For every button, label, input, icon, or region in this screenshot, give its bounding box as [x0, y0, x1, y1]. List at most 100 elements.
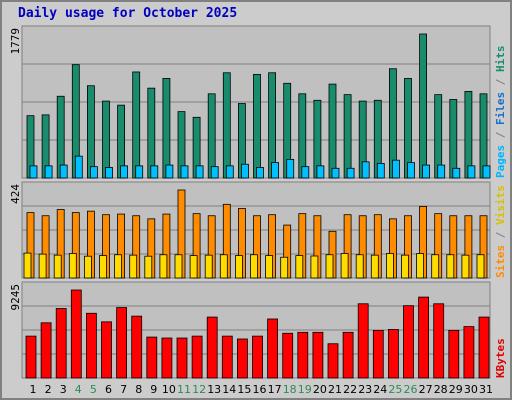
x-tick-label: 16: [253, 383, 267, 396]
x-tick-label: 5: [90, 383, 97, 396]
bar-sites: [370, 254, 379, 279]
x-tick-label: 28: [434, 383, 448, 396]
bar-kbytes: [282, 332, 294, 379]
bar-hits: [298, 93, 307, 179]
legend-label: KBytes: [494, 338, 507, 378]
legend-label: Sites: [494, 245, 507, 278]
bar-hits: [343, 94, 352, 179]
bar-pages: [225, 165, 234, 179]
bar-sites: [401, 254, 409, 279]
bar-kbytes: [463, 326, 475, 379]
bar-sites: [431, 254, 440, 279]
bar-kbytes: [433, 303, 445, 379]
x-tick-label: 25: [388, 383, 402, 396]
bar-kbytes: [342, 331, 354, 379]
bar-pages: [120, 165, 128, 179]
bar-sites: [114, 254, 122, 279]
bar-sites: [461, 254, 470, 279]
bar-kbytes: [387, 329, 399, 379]
bar-pages: [437, 164, 446, 179]
x-tick-label: 19: [298, 383, 312, 396]
bar-sites: [159, 254, 168, 279]
bar-kbytes: [70, 289, 82, 379]
bar-kbytes: [146, 336, 158, 379]
bar-pages: [316, 165, 325, 179]
x-tick-label: 26: [404, 383, 418, 396]
bar-sites: [129, 254, 138, 279]
bar-pages: [180, 165, 189, 179]
bar-pages: [210, 166, 219, 179]
x-tick-label: 8: [135, 383, 142, 396]
legend-label: Hits: [494, 46, 507, 73]
bar-sites: [23, 252, 32, 279]
bar-kbytes: [206, 316, 218, 379]
bar-pages: [256, 167, 264, 179]
bar-sites: [325, 254, 334, 279]
bar-sites: [84, 255, 92, 279]
bar-hits: [253, 73, 261, 179]
bar-pages: [407, 162, 415, 179]
y-max-label: 1779: [9, 28, 22, 55]
x-tick-label: 12: [192, 383, 206, 396]
bar-sites: [446, 254, 455, 279]
x-tick-label: 4: [75, 383, 82, 396]
bar-kbytes: [191, 335, 203, 379]
bar-kbytes: [252, 335, 263, 379]
bar-kbytes: [312, 331, 324, 379]
bar-hits: [162, 78, 171, 179]
bar-pages: [135, 165, 144, 179]
bar-sites: [265, 255, 274, 279]
bar-hits: [207, 93, 216, 179]
bar-kbytes: [161, 337, 173, 379]
x-tick-label: 11: [177, 383, 191, 396]
bar-kbytes: [25, 335, 37, 379]
bar-sites: [219, 254, 228, 279]
bar-sites: [38, 253, 47, 279]
x-tick-label: 24: [373, 383, 387, 396]
bar-hits: [102, 100, 110, 179]
legend-label: /: [494, 72, 507, 92]
bar-hits: [328, 83, 337, 179]
bar-pages: [482, 165, 491, 179]
x-tick-label: 6: [105, 383, 112, 396]
legend-label: Pages: [494, 145, 507, 178]
x-tick-label: 9: [150, 383, 157, 396]
bar-sites: [295, 255, 304, 279]
legend-bottom: KBytes: [494, 338, 507, 378]
x-tick-label: 3: [60, 383, 67, 396]
x-tick-label: 17: [268, 383, 282, 396]
bar-sites: [416, 253, 425, 279]
x-tick-label: 14: [222, 383, 236, 396]
bar-sites: [53, 254, 62, 279]
bar-hits: [419, 33, 428, 179]
bar-kbytes: [403, 305, 414, 379]
bar-kbytes: [357, 303, 369, 379]
bar-pages: [391, 159, 400, 179]
bar-pages: [346, 167, 355, 179]
bar-pages: [467, 165, 476, 179]
bar-sites: [250, 254, 258, 279]
legend-label: Visits: [494, 185, 507, 225]
bar-pages: [286, 158, 295, 179]
x-tick-label: 31: [479, 383, 493, 396]
bar-sites: [144, 255, 153, 279]
x-tick-label: 30: [464, 383, 478, 396]
x-tick-label: 29: [449, 383, 463, 396]
bar-kbytes: [55, 308, 67, 379]
legend-top: Pages / Files / Hits: [494, 46, 507, 179]
bar-kbytes: [448, 330, 460, 379]
bar-kbytes: [40, 322, 52, 379]
bar-pages: [452, 167, 461, 179]
bar-sites: [99, 255, 107, 279]
bar-pages: [90, 166, 98, 179]
bar-kbytes: [478, 316, 490, 379]
bar-kbytes: [116, 307, 127, 379]
bar-hits: [222, 72, 231, 179]
bar-pages: [240, 163, 249, 179]
bar-hits: [147, 87, 156, 179]
bar-pages: [195, 165, 204, 179]
bar-kbytes: [131, 315, 143, 379]
bar-pages: [29, 165, 38, 179]
bar-sites: [280, 256, 289, 279]
bar-pages: [105, 167, 113, 179]
